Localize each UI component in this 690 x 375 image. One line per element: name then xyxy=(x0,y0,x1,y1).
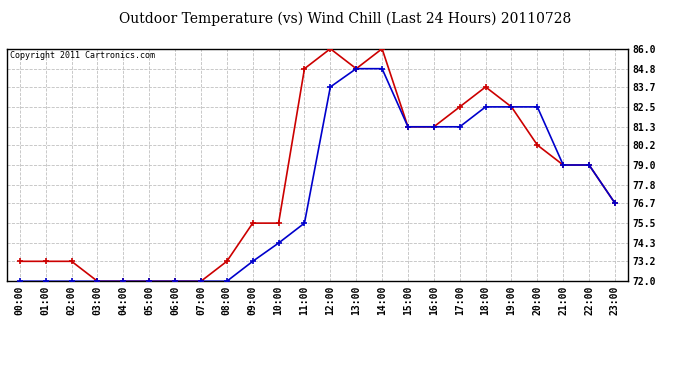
Text: Copyright 2011 Cartronics.com: Copyright 2011 Cartronics.com xyxy=(10,51,155,60)
Text: Outdoor Temperature (vs) Wind Chill (Last 24 Hours) 20110728: Outdoor Temperature (vs) Wind Chill (Las… xyxy=(119,11,571,26)
